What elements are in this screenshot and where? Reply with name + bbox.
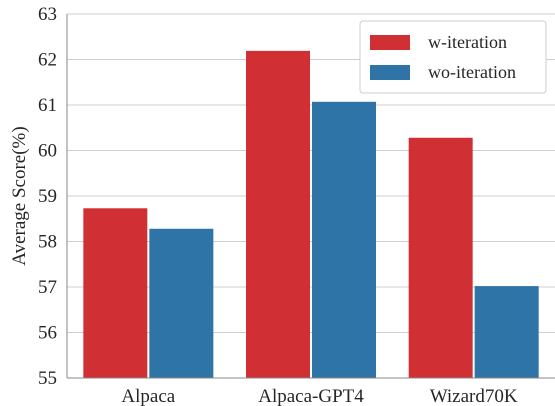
x-tick-label: Wizard70K [430,386,518,406]
legend-label: w-iteration [428,32,507,52]
legend-swatch [370,65,410,80]
y-tick-label: 55 [38,368,57,389]
y-tick-label: 56 [38,323,57,344]
bar [149,228,214,378]
bar [408,137,473,378]
x-tick-labels: Alpaca Alpaca-GPT4 Wizard70K [121,386,517,406]
y-tick-label: 60 [38,141,57,162]
y-tick-label: 62 [38,50,57,71]
legend: w-iteration wo-iteration [359,20,547,94]
y-tick-label: 58 [38,232,57,253]
y-tick-labels: 55 56 57 58 59 60 61 62 63 [38,4,57,389]
axes [66,14,555,379]
y-tick-label: 57 [38,277,57,298]
bar [83,208,148,378]
bar [246,50,310,378]
bar [474,286,539,378]
gridlines [67,13,555,379]
x-tick-label: Alpaca-GPT4 [258,386,364,406]
y-tick-label: 63 [38,4,57,25]
legend-swatch [370,35,410,50]
y-axis-label: Average Score(%) [9,126,30,265]
y-tick-label: 61 [38,95,57,116]
bar [312,101,376,378]
x-tick-label: Alpaca [121,386,175,406]
legend-label: wo-iteration [428,62,516,82]
bars [83,50,539,378]
y-tick-label: 59 [38,186,57,207]
